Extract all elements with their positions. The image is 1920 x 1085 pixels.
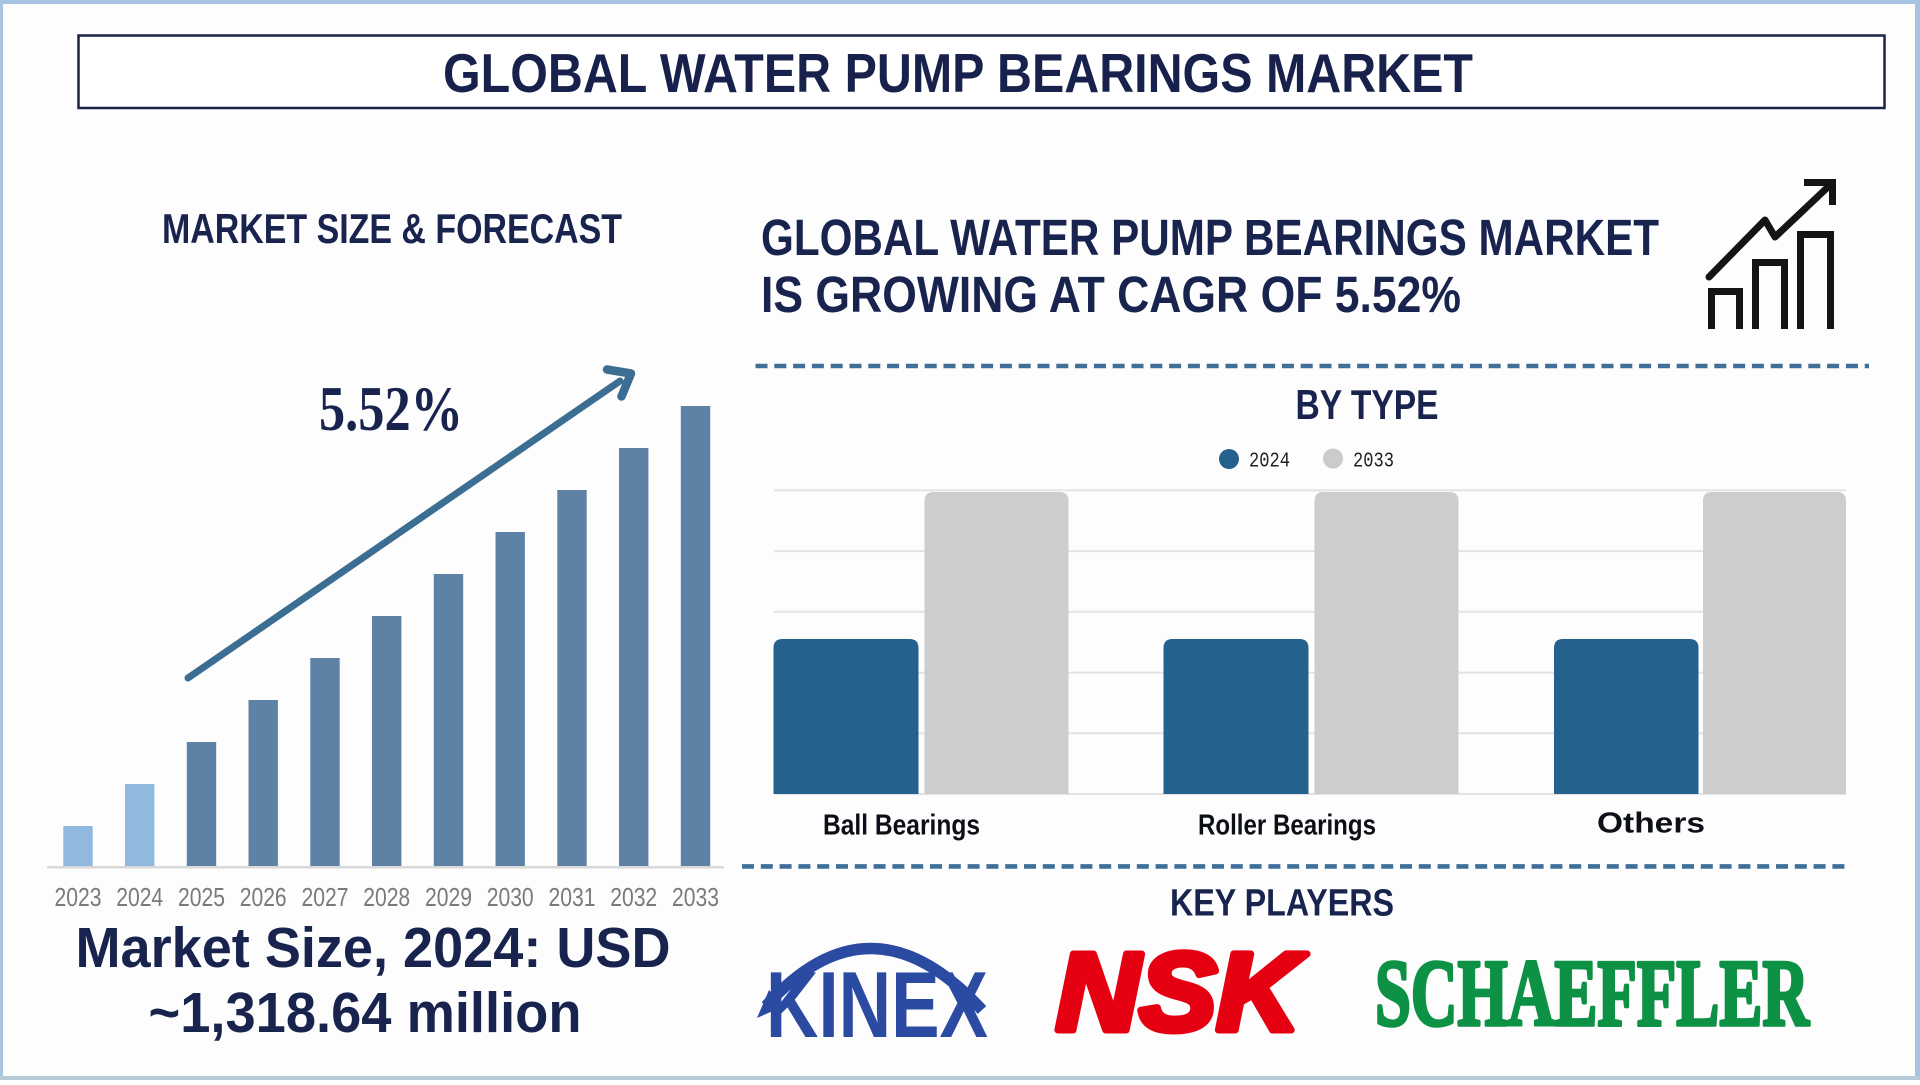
svg-text:GLOBAL WATER PUMP BEARINGS MAR: GLOBAL WATER PUMP BEARINGS MARKET	[761, 209, 1659, 266]
svg-text:KINEX: KINEX	[766, 952, 988, 1057]
svg-text:Ball Bearings: Ball Bearings	[823, 810, 980, 842]
svg-text:2028: 2028	[363, 882, 410, 912]
svg-text:2025: 2025	[178, 882, 225, 912]
svg-text:Roller Bearings: Roller Bearings	[1198, 810, 1376, 842]
svg-text:BY TYPE: BY TYPE	[1296, 381, 1439, 428]
svg-text:2027: 2027	[302, 882, 349, 912]
svg-text:5.52%: 5.52%	[319, 373, 463, 444]
svg-text:NSK: NSK	[1056, 931, 1308, 1054]
svg-text:KEY PLAYERS: KEY PLAYERS	[1170, 883, 1394, 925]
svg-text:2033: 2033	[672, 882, 719, 912]
svg-text:SCHAEFFLER: SCHAEFFLER	[1375, 940, 1810, 1046]
svg-text:2024: 2024	[1249, 451, 1290, 474]
svg-text:2023: 2023	[55, 882, 102, 912]
svg-text:2026: 2026	[240, 882, 287, 912]
svg-text:2029: 2029	[425, 882, 472, 912]
svg-text:Others: Others	[1597, 808, 1705, 840]
svg-text:2030: 2030	[487, 882, 534, 912]
svg-text:2024: 2024	[116, 882, 163, 912]
svg-text:2032: 2032	[610, 882, 657, 912]
svg-text:2031: 2031	[549, 882, 596, 912]
svg-text:IS GROWING AT CAGR OF 5.52%: IS GROWING AT CAGR OF 5.52%	[761, 266, 1461, 323]
svg-text:Market Size, 2024: USD: Market Size, 2024: USD	[76, 916, 671, 980]
svg-text:2033: 2033	[1353, 451, 1394, 474]
svg-text:GLOBAL WATER PUMP BEARINGS MAR: GLOBAL WATER PUMP BEARINGS MARKET	[443, 42, 1473, 104]
svg-text:MARKET SIZE & FORECAST: MARKET SIZE & FORECAST	[162, 205, 622, 252]
svg-text:~1,318.64 million: ~1,318.64 million	[149, 981, 582, 1045]
